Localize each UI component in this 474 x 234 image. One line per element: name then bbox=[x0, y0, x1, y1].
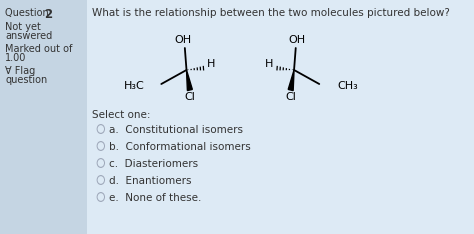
Circle shape bbox=[98, 159, 104, 167]
Circle shape bbox=[97, 124, 105, 134]
Text: OH: OH bbox=[174, 35, 191, 45]
Text: e.  None of these.: e. None of these. bbox=[109, 193, 201, 203]
Circle shape bbox=[97, 175, 105, 185]
Circle shape bbox=[98, 176, 104, 184]
Text: Select one:: Select one: bbox=[92, 110, 151, 120]
Circle shape bbox=[97, 158, 105, 168]
Polygon shape bbox=[186, 70, 192, 91]
Text: Not yet: Not yet bbox=[5, 22, 41, 32]
Text: Question: Question bbox=[5, 8, 52, 18]
Text: Marked out of: Marked out of bbox=[5, 44, 73, 54]
Text: Cl: Cl bbox=[285, 92, 296, 102]
Circle shape bbox=[98, 193, 104, 201]
Circle shape bbox=[98, 142, 104, 150]
Text: 1.00: 1.00 bbox=[5, 53, 27, 63]
Text: question: question bbox=[5, 75, 47, 85]
Text: c.  Diasteriomers: c. Diasteriomers bbox=[109, 159, 198, 169]
Text: Ɐ Flag: Ɐ Flag bbox=[5, 66, 35, 76]
Circle shape bbox=[97, 192, 105, 202]
Text: answered: answered bbox=[5, 31, 52, 41]
Text: H₃C: H₃C bbox=[124, 81, 145, 91]
Text: H: H bbox=[207, 59, 215, 69]
Text: d.  Enantiomers: d. Enantiomers bbox=[109, 176, 191, 186]
Circle shape bbox=[98, 125, 104, 133]
Bar bbox=[0, 0, 87, 234]
Text: 2: 2 bbox=[45, 8, 53, 21]
Text: Cl: Cl bbox=[184, 92, 195, 102]
Text: H: H bbox=[264, 59, 273, 69]
Text: a.  Constitutional isomers: a. Constitutional isomers bbox=[109, 125, 243, 135]
Text: b.  Conformational isomers: b. Conformational isomers bbox=[109, 142, 251, 152]
Polygon shape bbox=[288, 70, 294, 91]
Text: What is the relationship between the two molecules pictured below?: What is the relationship between the two… bbox=[92, 8, 450, 18]
Text: OH: OH bbox=[289, 35, 306, 45]
Text: CH₃: CH₃ bbox=[338, 81, 358, 91]
Circle shape bbox=[97, 141, 105, 151]
